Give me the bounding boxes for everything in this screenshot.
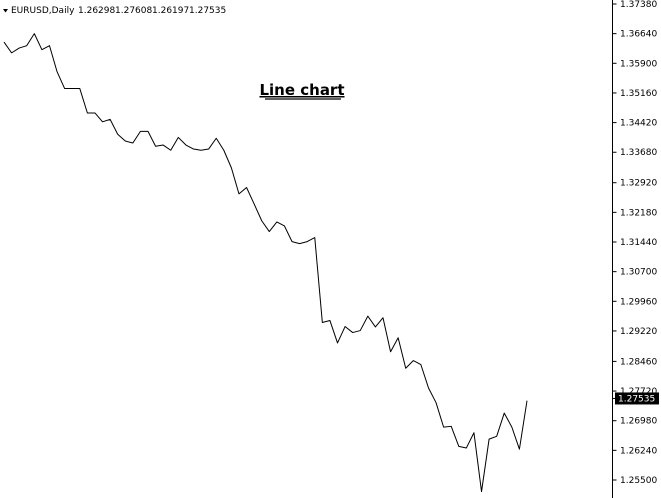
series-group (3, 33, 528, 493)
y-tick-label: 1.27720 (620, 387, 657, 397)
y-tick-label: 1.28460 (620, 357, 657, 367)
chart-title: Line chart (259, 81, 344, 99)
chart-header: EURUSD,Daily 1.26298 1.27608 1.26197 1.2… (3, 6, 226, 16)
current-price-box (615, 392, 659, 405)
y-tick-label: 1.26240 (620, 446, 657, 456)
y-tick-label: 1.35900 (620, 59, 657, 69)
current-price-marker: 1.27535 (612, 392, 659, 405)
y-tick-label: 1.25500 (620, 476, 657, 486)
y-tick-label: 1.36640 (620, 30, 657, 40)
y-tick-label: 1.32180 (620, 208, 657, 218)
y-tick-label: 1.30700 (620, 268, 657, 278)
y-tick-label: 1.26980 (620, 417, 657, 427)
y-tick-label: 1.29960 (620, 297, 657, 307)
y-tick-label: 1.31440 (620, 238, 657, 248)
header-low: 1.26197 (152, 6, 189, 16)
header-close: 1.27535 (189, 6, 226, 16)
y-tick-label: 1.33680 (620, 148, 657, 158)
y-tick-label: 1.32920 (620, 179, 657, 189)
header-high: 1.27608 (115, 6, 152, 16)
series-line (3, 33, 528, 493)
y-axis-ticks: 1.37380 1.36640 1.35900 1.35160 1.34420 1.336… (612, 0, 657, 486)
y-tick-label: 1.35160 (620, 89, 657, 99)
y-tick-label: 1.37380 (620, 0, 657, 10)
header-arrow-icon (3, 9, 8, 13)
current-price-label: 1.27535 (618, 394, 655, 404)
header-symbol: EURUSD,Daily (11, 6, 75, 16)
y-tick-label: 1.34420 (620, 119, 657, 129)
header-open: 1.26298 (78, 6, 115, 16)
y-tick-label: 1.29220 (620, 327, 657, 337)
